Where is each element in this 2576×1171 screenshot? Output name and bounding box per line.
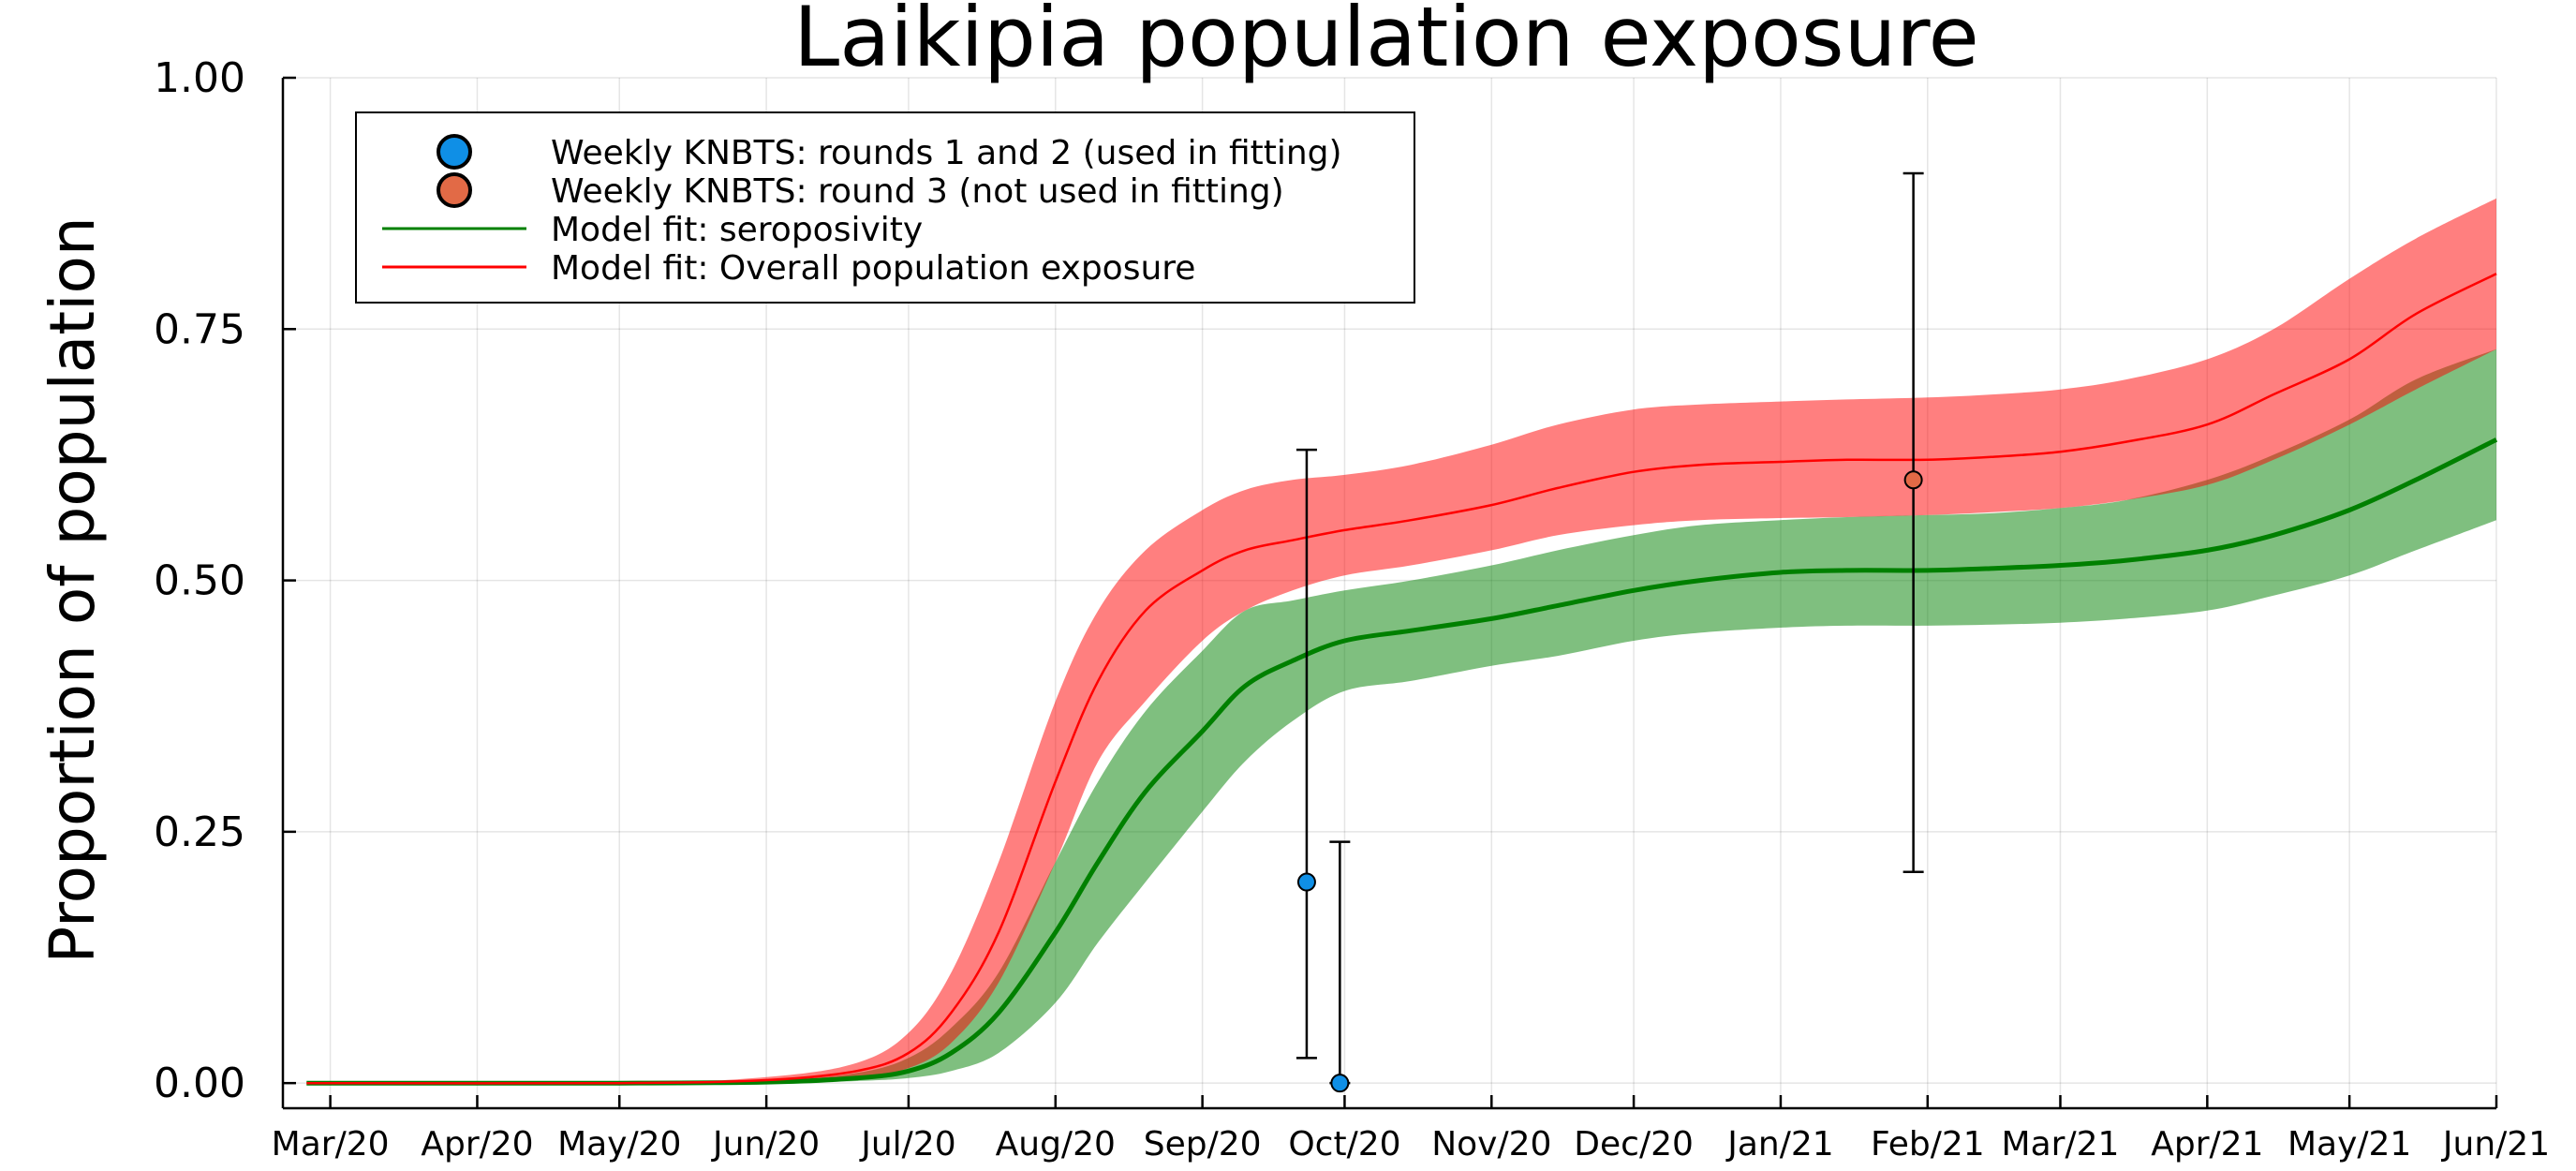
legend-box [355, 111, 1415, 304]
x-tick-label: Jul/20 [859, 1125, 955, 1164]
y-tick-label: 0.50 [154, 557, 245, 605]
x-tick-label: Oct/20 [1288, 1125, 1400, 1164]
x-tick-label: Apr/21 [2151, 1125, 2263, 1164]
series-lines [306, 273, 2498, 1086]
x-tick-label: Feb/21 [1871, 1125, 1985, 1164]
legend-marker [437, 172, 472, 208]
x-tick-label: Nov/20 [1431, 1125, 1551, 1164]
data-points [1295, 171, 1924, 1093]
x-tick-label: Apr/20 [421, 1125, 533, 1164]
confidence-band [306, 348, 2496, 1084]
x-tick-label: May/21 [2287, 1125, 2411, 1164]
x-tick-label: Mar/21 [2002, 1125, 2120, 1164]
confidence-bands [306, 198, 2496, 1084]
x-tick-label: Mar/20 [272, 1125, 390, 1164]
confidence-band [306, 198, 2496, 1084]
data-point [1903, 470, 1923, 490]
legend-marker [437, 134, 472, 170]
series-line [306, 437, 2498, 1086]
y-tick-label: 1.00 [154, 54, 245, 102]
x-tick-label: Jun/21 [2441, 1125, 2550, 1164]
legend-label: Model fit: Overall population exposure [551, 249, 1195, 288]
x-tick-label: Sep/20 [1144, 1125, 1262, 1164]
x-tick-label: Jun/20 [711, 1125, 820, 1164]
legend-label: Weekly KNBTS: round 3 (not used in fitti… [551, 172, 1284, 211]
y-tick-label: 0.00 [154, 1060, 245, 1107]
x-tick-label: Dec/20 [1574, 1125, 1694, 1164]
series-line [306, 273, 2497, 1085]
x-tick-label: Jan/21 [1725, 1125, 1833, 1164]
y-tick-label: 0.75 [154, 305, 245, 353]
chart-title: Laikipia population exposure [793, 0, 1979, 85]
y-axis-label: Proportion of population [37, 216, 109, 963]
legend-label: Model fit: seroposivity [551, 211, 923, 249]
data-point [1296, 872, 1316, 892]
legend: Weekly KNBTS: rounds 1 and 2 (used in fi… [355, 111, 1415, 304]
y-tick-label: 0.25 [154, 808, 245, 856]
x-tick-label: Aug/20 [996, 1125, 1116, 1164]
data-point [1330, 1074, 1350, 1093]
x-tick-label: May/20 [557, 1125, 681, 1164]
axes: 0.00 0.25 0.50 0.75 1.00 Mar/20 Apr/20 May/20 Ju… [154, 54, 2550, 1164]
legend-label: Weekly KNBTS: rounds 1 and 2 (used in fi… [551, 134, 1342, 172]
